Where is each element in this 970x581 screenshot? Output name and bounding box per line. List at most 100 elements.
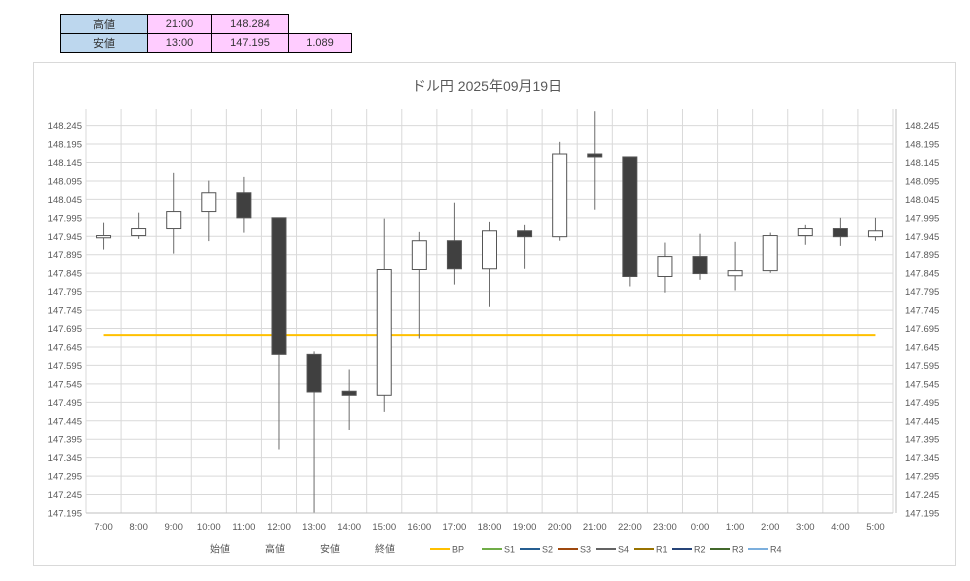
candle-body	[236, 192, 252, 219]
x-tick-label: 15:00	[372, 522, 396, 533]
x-tick-label: 10:00	[197, 522, 221, 533]
x-tick-label: 7:00	[94, 522, 113, 533]
y-tick-label: 147.545	[48, 379, 82, 390]
x-tick-label: 2:00	[761, 522, 780, 533]
y-tick-label: 147.245	[905, 490, 939, 501]
y-tick-label: 147.645	[48, 342, 82, 353]
x-tick-label: 0:00	[691, 522, 710, 533]
candle-body	[201, 192, 217, 213]
candle-body	[832, 228, 848, 238]
x-tick-label: 4:00	[831, 522, 850, 533]
x-tick-label: 12:00	[267, 522, 291, 533]
legend-item: 始値	[210, 543, 230, 556]
y-tick-label: 147.995	[905, 213, 939, 224]
candle-body	[341, 390, 357, 396]
candle-body	[411, 240, 427, 270]
x-tick-label: 5:00	[866, 522, 885, 533]
table-row-low: 安値 13:00 147.195 1.089	[60, 33, 352, 53]
price-cell: 148.284	[211, 14, 289, 34]
y-tick-label: 147.345	[905, 453, 939, 464]
y-tick-label: 147.295	[48, 472, 82, 483]
y-tick-label: 147.745	[48, 306, 82, 317]
time-cell: 13:00	[147, 33, 212, 53]
y-tick-label: 147.395	[905, 435, 939, 446]
x-tick-label: 11:00	[232, 522, 255, 533]
candle-body	[517, 230, 533, 238]
x-tick-label: 17:00	[443, 522, 467, 533]
y-tick-label: 148.195	[905, 140, 939, 151]
y-tick-label: 147.595	[905, 361, 939, 372]
y-tick-label: 147.545	[905, 379, 939, 390]
y-tick-label: 147.495	[48, 398, 82, 409]
y-tick-label: 147.445	[905, 416, 939, 427]
y-tick-label: 147.195	[905, 509, 939, 520]
y-tick-label: 147.595	[48, 361, 82, 372]
y-tick-label: 147.395	[48, 435, 82, 446]
legend-item: BP	[452, 545, 464, 555]
price-cell: 147.195	[211, 33, 289, 53]
x-tick-label: 22:00	[618, 522, 642, 533]
candle-body	[446, 240, 462, 270]
y-tick-label: 148.045	[905, 195, 939, 206]
legend-item: 安値	[320, 543, 340, 556]
y-tick-label: 148.145	[48, 158, 82, 169]
x-tick-label: 19:00	[513, 522, 537, 533]
candle-body	[797, 228, 813, 237]
y-tick-label: 147.945	[905, 232, 939, 243]
candle-body	[867, 230, 883, 238]
y-tick-label: 147.195	[48, 509, 82, 520]
time-cell: 21:00	[147, 14, 212, 34]
legend-item: S1	[504, 545, 515, 555]
y-tick-label: 147.895	[905, 250, 939, 261]
candle-body	[727, 270, 743, 277]
x-tick-label: 8:00	[129, 522, 148, 533]
x-tick-label: 14:00	[337, 522, 361, 533]
y-tick-label: 147.745	[905, 306, 939, 317]
y-tick-label: 147.995	[48, 213, 82, 224]
candle-body	[376, 268, 392, 396]
range-cell: 1.089	[288, 33, 352, 53]
legend-item: R3	[732, 545, 744, 555]
y-tick-label: 147.295	[905, 472, 939, 483]
y-tick-label: 147.795	[48, 287, 82, 298]
legend-item: S3	[580, 545, 591, 555]
y-tick-label: 148.045	[48, 195, 82, 206]
candle-body	[306, 353, 322, 393]
candle-body	[271, 217, 287, 355]
x-tick-label: 9:00	[164, 522, 183, 533]
candle-body	[762, 235, 778, 272]
y-tick-label: 147.795	[905, 287, 939, 298]
y-tick-label: 148.145	[905, 158, 939, 169]
legend-item: 高値	[265, 543, 285, 556]
legend-item: S4	[618, 545, 629, 555]
candle-body	[692, 256, 708, 275]
candle-body	[587, 153, 603, 158]
legend-item: 終値	[375, 543, 395, 556]
y-tick-label: 147.245	[48, 490, 82, 501]
candle-body	[96, 235, 112, 239]
row-label: 安値	[60, 33, 148, 53]
x-tick-label: 18:00	[478, 522, 502, 533]
y-tick-label: 147.645	[905, 342, 939, 353]
candle-body	[552, 153, 568, 238]
x-tick-label: 23:00	[653, 522, 677, 533]
x-tick-label: 13:00	[302, 522, 326, 533]
candle-body	[657, 256, 673, 278]
y-tick-label: 148.245	[48, 121, 82, 132]
chart-frame	[33, 62, 956, 566]
candle-body	[131, 228, 147, 237]
x-tick-label: 16:00	[407, 522, 431, 533]
legend-item: S2	[542, 545, 553, 555]
x-tick-label: 20:00	[548, 522, 572, 533]
row-label: 高値	[60, 14, 148, 34]
y-tick-label: 147.845	[905, 269, 939, 280]
candle-body	[622, 156, 638, 278]
candle-body	[166, 211, 182, 230]
x-tick-label: 3:00	[796, 522, 815, 533]
summary-table: 高値 21:00 148.284 安値 13:00 147.195 1.089	[60, 14, 352, 53]
y-tick-label: 147.945	[48, 232, 82, 243]
candle-body	[482, 230, 497, 270]
y-tick-label: 148.095	[905, 176, 939, 187]
y-tick-label: 147.345	[48, 453, 82, 464]
